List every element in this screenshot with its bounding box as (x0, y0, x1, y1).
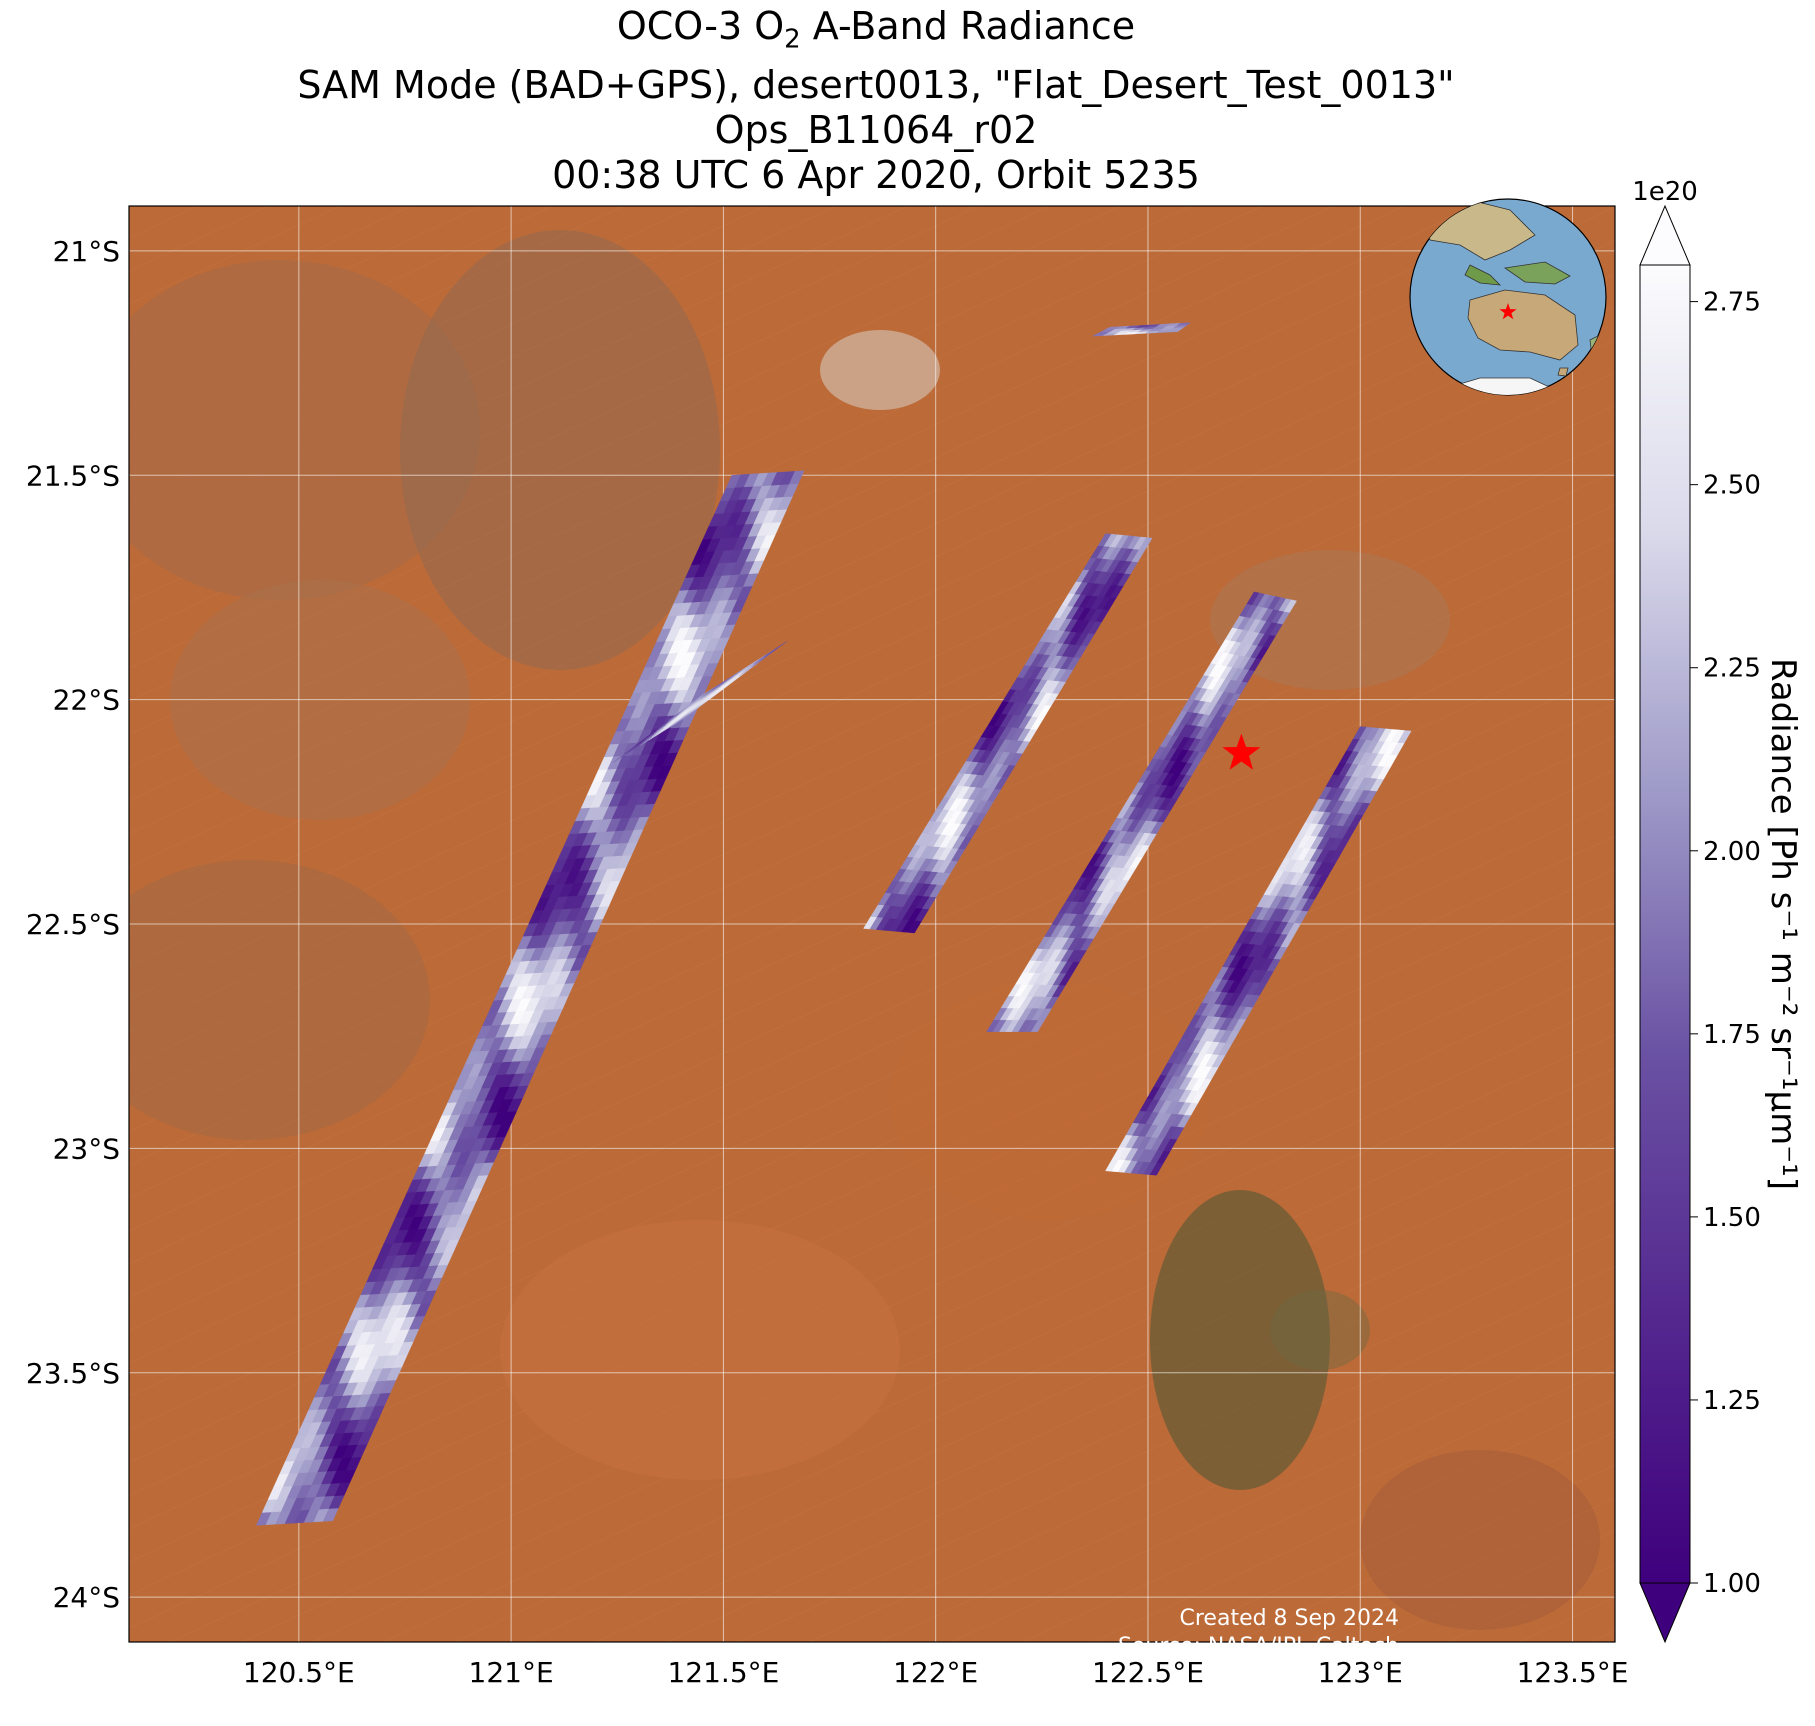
colorbar-multiplier: 1e20 (1632, 177, 1698, 207)
swath-6 (1092, 322, 1192, 337)
lat-tick-label: 23.5°S (26, 1357, 120, 1390)
colorbar-tick-label: 1.50 (1703, 1203, 1761, 1233)
swath-cell (1283, 599, 1297, 613)
inset-globe (1409, 198, 1607, 396)
lat-tick-label: 22.5°S (26, 908, 120, 941)
lat-tick-label: 23°S (53, 1132, 120, 1165)
colorbar-tick-label: 1.75 (1703, 1020, 1761, 1050)
colorbar-tick-label: 2.75 (1703, 288, 1761, 318)
figure-title: OCO-3 O2 A-Band Radiance SAM Mode (BAD+G… (0, 4, 1752, 198)
lat-tick-labels: 21°S 21.5°S 22°S 22.5°S 23°S 23.5°S 24°S (26, 235, 120, 1614)
swath-3 (986, 591, 1297, 1032)
colorbar-tick-label: 2.50 (1703, 471, 1761, 501)
lon-tick-label: 121.5°E (667, 1656, 779, 1689)
title-line-2: SAM Mode (BAD+GPS), desert0013, "Flat_De… (297, 62, 1455, 107)
globe-star-icon (1499, 303, 1517, 320)
source-credit: Source: NASA/JPL-Caltech (1117, 1634, 1399, 1659)
swath-2 (863, 533, 1153, 934)
lon-tick-label: 123.5°E (1517, 1656, 1629, 1689)
swath-cell (1176, 322, 1192, 326)
graticule (129, 206, 1615, 1642)
swath-4 (1105, 726, 1412, 1176)
map-frame (128, 205, 1616, 1643)
colorbar-gradient (1640, 265, 1690, 1583)
swath-cell (1397, 730, 1412, 744)
lat-tick-label: 24°S (53, 1581, 120, 1614)
title-line-4: 00:38 UTC 6 Apr 2020, Orbit 5235 (552, 152, 1200, 197)
lon-tick-label: 122°E (893, 1656, 978, 1689)
lat-tick-label: 21°S (53, 235, 120, 268)
lon-tick-label: 121°E (469, 1656, 554, 1689)
created-credit: Created 8 Sep 2024 (1179, 1606, 1400, 1631)
colorbar-ticks: 1.00 1.25 1.50 1.75 2.00 2.25 2.50 2.75 (1690, 288, 1761, 1599)
lat-tick-label: 21.5°S (26, 459, 120, 492)
colorbar-extend-max (1639, 204, 1691, 266)
swath-cell (1138, 537, 1153, 551)
lon-tick-label: 123°E (1318, 1656, 1403, 1689)
colorbar-tick-label: 2.00 (1703, 837, 1761, 867)
colorbar-extend-min (1639, 1582, 1691, 1644)
lon-tick-label: 122.5°E (1092, 1656, 1204, 1689)
swath-5 (612, 641, 788, 763)
colorbar: 1e20 1.00 1.25 1.50 1.75 2.00 2.25 2.50 2.75 Ra… (1632, 177, 1803, 1644)
target-marker (1222, 733, 1261, 770)
lon-tick-label: 120.5°E (243, 1656, 355, 1689)
target-star-icon (1222, 733, 1261, 770)
swath-cell (763, 641, 788, 658)
lon-tick-labels: 120.5°E 121°E 121.5°E 122°E 122.5°E 123°E 123.… (243, 1656, 1629, 1689)
lat-tick-label: 22°S (53, 684, 120, 717)
colorbar-tick-label: 1.25 (1703, 1386, 1761, 1416)
map-panel: 120.5°E 121°E 121.5°E 122°E 122.5°E 123°E 123.… (26, 205, 1629, 1689)
colorbar-tick-label: 1.00 (1703, 1569, 1761, 1599)
radiance-swaths (256, 322, 1412, 1526)
title-line-3: Ops_B11064_r02 (714, 107, 1038, 152)
title-line-1: OCO-3 O2 A-Band Radiance (616, 4, 1136, 55)
colorbar-tick-label: 2.25 (1703, 654, 1761, 684)
swath-cell (788, 470, 805, 485)
colorbar-label: Radiance [Ph s⁻¹ m⁻² sr⁻¹µm⁻¹] (1763, 658, 1803, 1190)
swath-1 (256, 470, 805, 1526)
